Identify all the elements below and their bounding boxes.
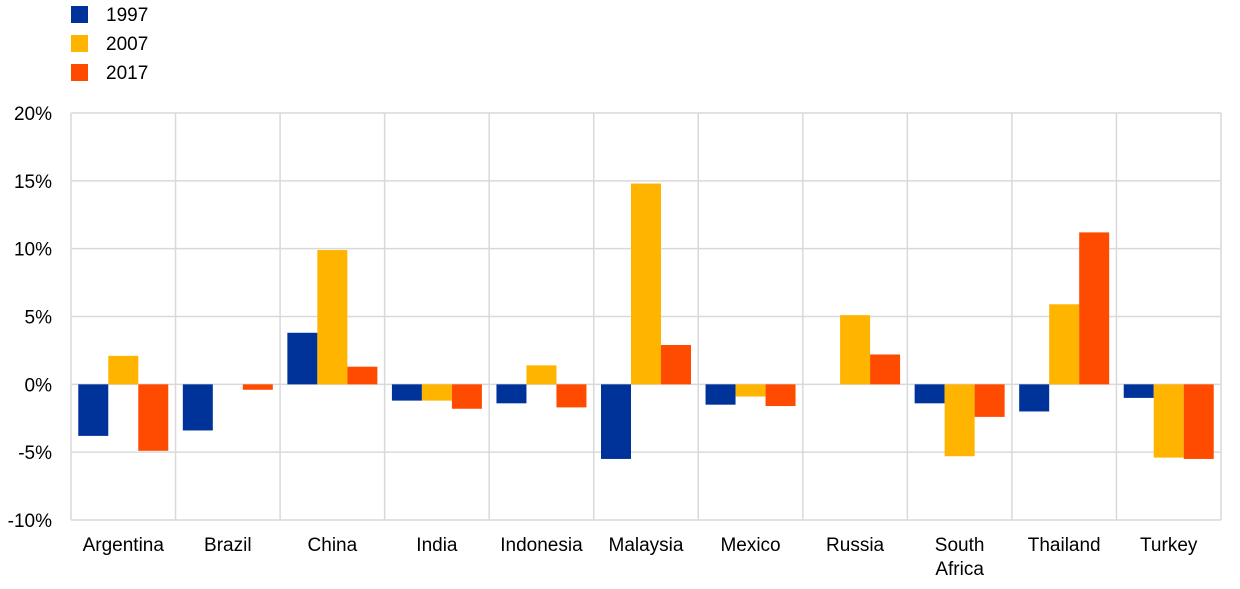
bar-2017 [1079, 232, 1110, 385]
bar-1997 [182, 384, 213, 431]
bar-2017 [451, 384, 482, 409]
bar-2017 [974, 384, 1005, 417]
bar-2017 [242, 384, 273, 390]
bar-2007 [735, 384, 766, 397]
category-label: Russia [826, 535, 885, 556]
legend-item: 1997 [71, 5, 148, 26]
bar-2017 [870, 354, 901, 385]
category-label: Mexico [720, 535, 780, 556]
bar-2017 [556, 384, 587, 408]
legend-label: 2007 [106, 34, 148, 55]
legend-label: 2017 [106, 63, 148, 84]
category-label: Thailand [1028, 535, 1101, 556]
bar-2007 [421, 384, 452, 401]
y-tick-label: 5% [25, 308, 53, 329]
category-label: Brazil [204, 535, 252, 556]
bar-1997 [914, 384, 945, 404]
bar-2007 [317, 250, 348, 385]
bar-1997 [391, 384, 422, 401]
bar-1997 [705, 384, 736, 405]
legend-item: 2007 [71, 34, 148, 55]
legend-swatch [71, 35, 88, 52]
category-label: Turkey [1140, 535, 1198, 556]
bar-2017 [347, 366, 378, 385]
y-tick-label: -5% [18, 443, 52, 464]
bar-2017 [661, 344, 691, 385]
y-tick-label: -10% [8, 511, 52, 532]
legend-item: 2017 [71, 63, 148, 84]
y-tick-label: 20% [14, 104, 52, 125]
bar-1997 [496, 384, 527, 404]
legend-swatch [71, 6, 88, 23]
y-tick-label: 0% [25, 375, 53, 396]
bar-1997 [78, 384, 109, 436]
category-label: Argentina [83, 535, 165, 556]
bar-2007 [944, 384, 975, 457]
category-label: Malaysia [609, 535, 684, 556]
bar-2007 [840, 315, 871, 385]
bar-2007 [1049, 304, 1080, 385]
bar-2007 [631, 183, 661, 385]
bar-2017 [1183, 384, 1214, 459]
y-tick-label: 10% [14, 240, 52, 261]
bar-2007 [526, 365, 557, 385]
legend-swatch [71, 64, 88, 81]
y-axis: -10% -5% 0% 5% 10% 15% 20% [8, 104, 52, 532]
bar-2007 [1153, 384, 1184, 458]
legend-label: 1997 [106, 5, 148, 26]
category-label: South [935, 535, 985, 556]
bar-1997 [1123, 384, 1154, 398]
bar-2017 [765, 384, 796, 407]
bar-1997 [601, 384, 631, 459]
category-label: Indonesia [500, 535, 583, 556]
bar-1997 [1019, 384, 1050, 412]
bar-1997 [287, 332, 318, 385]
legend: 1997 2007 2017 [71, 5, 148, 84]
category-label: Africa [935, 559, 984, 580]
bars [78, 183, 1214, 459]
bar-2017 [138, 384, 169, 451]
x-axis: Argentina Brazil China India Indonesia Malays… [83, 535, 1198, 580]
bar-2007 [108, 355, 139, 385]
category-label: India [416, 535, 458, 556]
y-tick-label: 15% [14, 172, 52, 193]
category-label: China [308, 535, 358, 556]
